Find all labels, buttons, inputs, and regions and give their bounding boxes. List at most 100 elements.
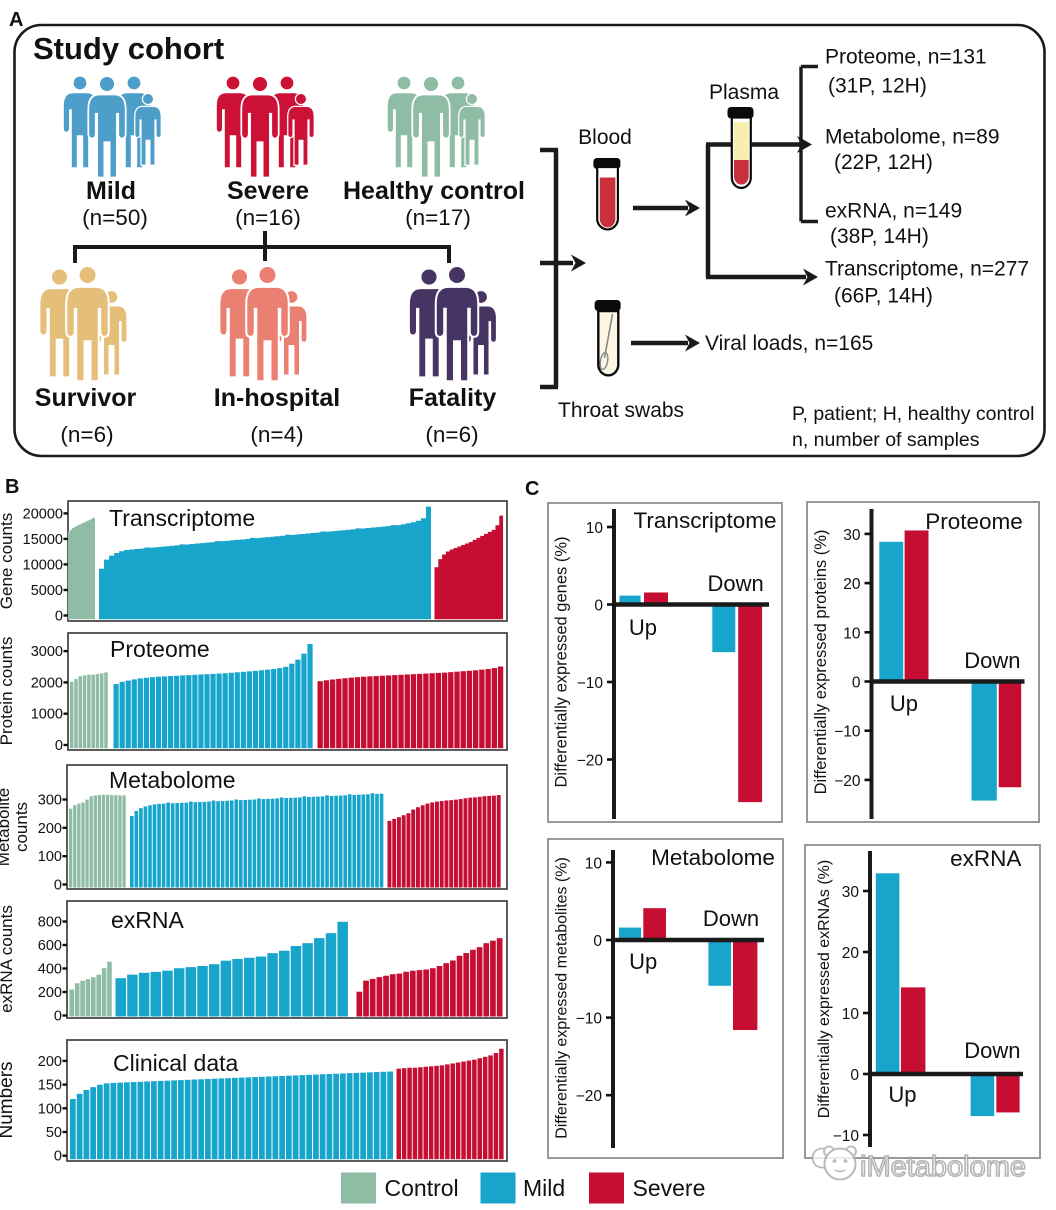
svg-text:0: 0 <box>850 1067 859 1084</box>
svg-text:Mild: Mild <box>523 1175 565 1201</box>
svg-text:Down: Down <box>964 1038 1020 1063</box>
svg-text:Mild: Mild <box>86 177 136 205</box>
svg-text:Protein counts: Protein counts <box>0 637 16 746</box>
svg-text:200: 200 <box>38 985 62 1001</box>
svg-text:100: 100 <box>38 1101 62 1117</box>
svg-text:Metabolome: Metabolome <box>109 767 236 793</box>
svg-text:A: A <box>9 9 23 31</box>
svg-text:0: 0 <box>54 878 62 894</box>
svg-text:Differentially expressed exRNA: Differentially expressed exRNAs (%) <box>816 860 833 1118</box>
svg-text:0: 0 <box>55 738 63 754</box>
svg-text:0: 0 <box>852 675 861 692</box>
svg-text:Proteome, n=131: Proteome, n=131 <box>825 46 987 69</box>
svg-text:Severe: Severe <box>633 1175 706 1201</box>
svg-text:Throat swabs: Throat swabs <box>558 399 684 422</box>
svg-text:Proteome: Proteome <box>925 509 1023 534</box>
svg-text:0: 0 <box>594 598 603 615</box>
svg-text:n, number of samples: n, number of samples <box>792 429 980 451</box>
svg-text:Numbers: Numbers <box>0 1061 17 1138</box>
svg-text:15000: 15000 <box>23 532 63 548</box>
svg-text:Down: Down <box>964 648 1020 673</box>
svg-text:Healthy control: Healthy control <box>343 177 525 205</box>
svg-text:10000: 10000 <box>23 557 63 573</box>
svg-text:50: 50 <box>46 1125 62 1141</box>
svg-text:Plasma: Plasma <box>709 81 779 104</box>
svg-text:Up: Up <box>890 691 918 716</box>
svg-text:Control: Control <box>385 1175 459 1201</box>
svg-text:300: 300 <box>38 793 62 809</box>
svg-text:Proteome: Proteome <box>110 636 210 662</box>
svg-text:C: C <box>525 478 539 500</box>
svg-text:Transcriptome, n=277: Transcriptome, n=277 <box>825 258 1029 281</box>
svg-text:0: 0 <box>593 933 602 950</box>
svg-text:Severe: Severe <box>227 177 309 205</box>
svg-text:Down: Down <box>703 906 759 931</box>
svg-text:10: 10 <box>843 625 861 642</box>
svg-text:Differentially expressed prote: Differentially expressed proteins (%) <box>812 530 830 795</box>
svg-text:Blood: Blood <box>578 126 632 149</box>
svg-text:0: 0 <box>54 1149 62 1165</box>
svg-text:200: 200 <box>38 1054 62 1070</box>
svg-text:counts: counts <box>12 802 31 852</box>
svg-text:exRNA: exRNA <box>950 846 1021 871</box>
svg-text:−10: −10 <box>834 724 861 741</box>
svg-text:(n=50): (n=50) <box>82 205 148 230</box>
svg-text:10: 10 <box>586 520 604 537</box>
svg-text:Fatality: Fatality <box>409 384 497 412</box>
svg-text:10: 10 <box>842 1006 860 1023</box>
svg-text:−20: −20 <box>576 1088 603 1105</box>
svg-text:20: 20 <box>842 945 860 962</box>
svg-text:(38P, 14H): (38P, 14H) <box>830 225 929 248</box>
svg-text:800: 800 <box>38 915 62 931</box>
svg-text:10: 10 <box>585 855 603 872</box>
svg-text:Transcriptome: Transcriptome <box>109 505 255 531</box>
svg-text:P, patient; H, healthy control: P, patient; H, healthy control <box>792 403 1034 425</box>
svg-text:(31P, 12H): (31P, 12H) <box>828 75 927 98</box>
svg-text:(n=4): (n=4) <box>250 422 303 447</box>
svg-text:100: 100 <box>38 849 62 865</box>
svg-text:Metabolome, n=89: Metabolome, n=89 <box>825 126 1000 149</box>
svg-text:Up: Up <box>629 615 657 640</box>
svg-text:Differentially expressed metab: Differentially expressed metabolites (%) <box>554 857 571 1139</box>
svg-text:2000: 2000 <box>31 675 63 691</box>
svg-text:Metabolite: Metabolite <box>0 788 13 866</box>
svg-text:200: 200 <box>38 821 62 837</box>
svg-text:Up: Up <box>629 949 657 974</box>
svg-text:Survivor: Survivor <box>35 384 137 412</box>
svg-text:Viral loads, n=165: Viral loads, n=165 <box>705 332 873 355</box>
svg-text:Differentially expressed genes: Differentially expressed genes (%) <box>553 537 571 788</box>
svg-text:−20: −20 <box>834 773 861 790</box>
svg-text:1000: 1000 <box>31 707 63 723</box>
svg-text:−10: −10 <box>576 1011 603 1028</box>
svg-text:−20: −20 <box>577 753 604 770</box>
svg-text:5000: 5000 <box>31 583 63 599</box>
svg-text:0: 0 <box>54 1009 62 1025</box>
svg-text:(n=6): (n=6) <box>425 422 478 447</box>
svg-text:exRNA counts: exRNA counts <box>0 905 16 1013</box>
svg-text:30: 30 <box>843 527 861 544</box>
svg-text:400: 400 <box>38 962 62 978</box>
svg-text:600: 600 <box>38 938 62 954</box>
svg-text:exRNA, n=149: exRNA, n=149 <box>825 200 962 223</box>
svg-text:(22P, 12H): (22P, 12H) <box>834 151 933 174</box>
svg-text:−10: −10 <box>833 1128 860 1145</box>
svg-text:Study cohort: Study cohort <box>33 31 224 66</box>
svg-text:(66P, 14H): (66P, 14H) <box>834 285 933 308</box>
svg-text:In-hospital: In-hospital <box>214 384 340 412</box>
svg-text:Clinical data: Clinical data <box>113 1050 238 1076</box>
svg-text:(n=6): (n=6) <box>60 422 113 447</box>
svg-text:Up: Up <box>888 1082 916 1107</box>
svg-text:Down: Down <box>707 571 763 596</box>
svg-text:20: 20 <box>843 576 861 593</box>
svg-text:Transcriptome: Transcriptome <box>634 508 777 533</box>
svg-text:(n=16): (n=16) <box>235 205 301 230</box>
svg-text:150: 150 <box>38 1078 62 1094</box>
svg-text:(n=17): (n=17) <box>405 205 471 230</box>
svg-text:−10: −10 <box>577 675 604 692</box>
svg-text:exRNA: exRNA <box>111 907 185 933</box>
svg-text:Metabolome: Metabolome <box>651 845 775 870</box>
svg-text:B: B <box>5 476 19 498</box>
svg-text:30: 30 <box>842 884 860 901</box>
svg-text:Gene counts: Gene counts <box>0 513 16 609</box>
svg-text:3000: 3000 <box>31 644 63 660</box>
